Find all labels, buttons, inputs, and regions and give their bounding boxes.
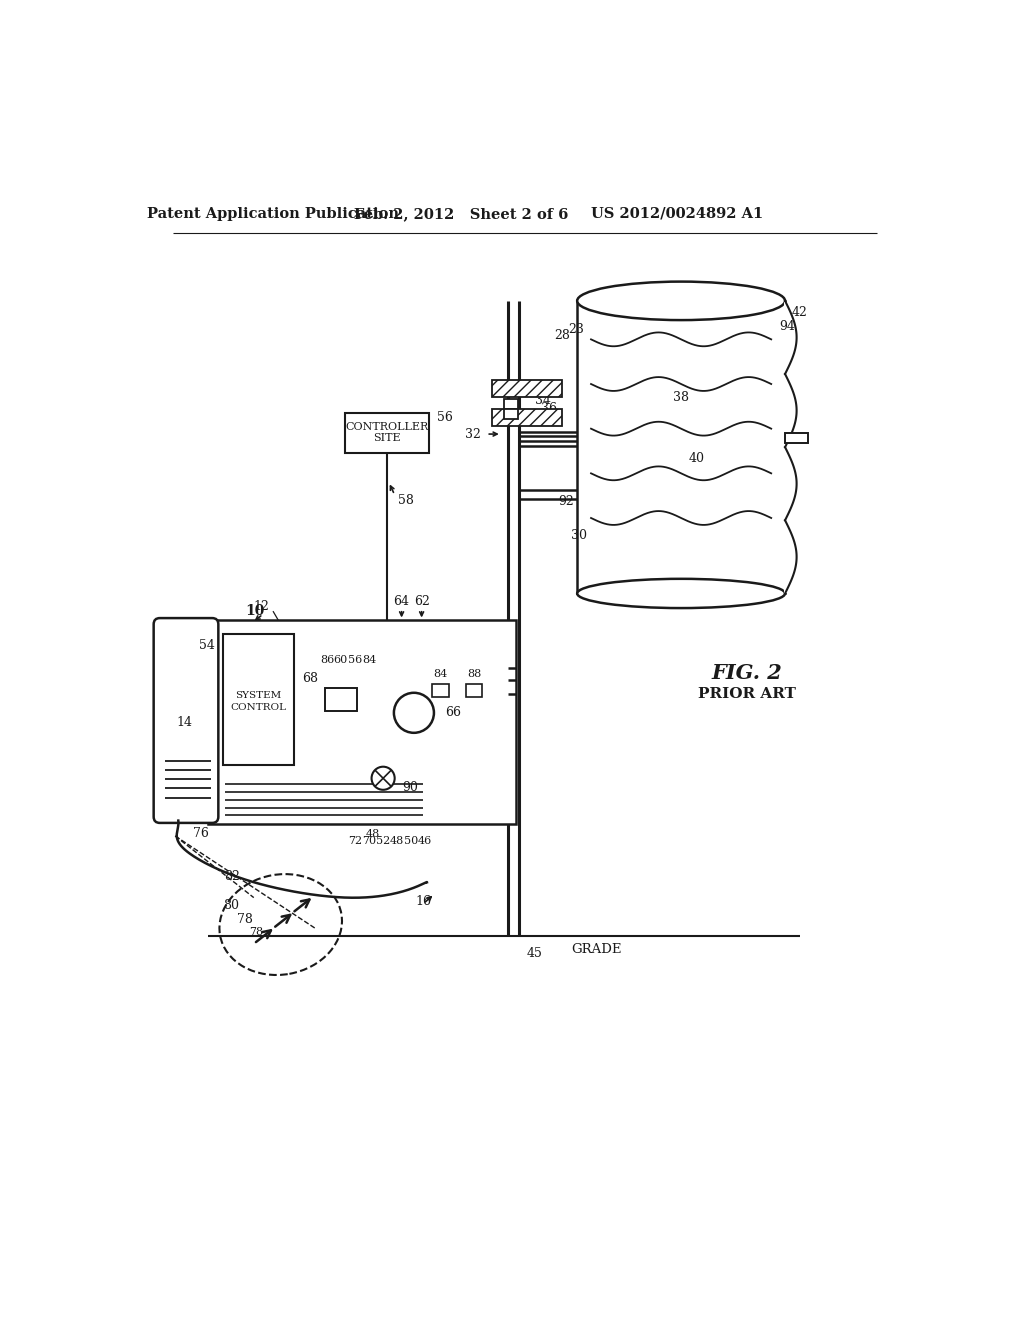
Text: 76: 76 [194,828,209,841]
Text: 46: 46 [418,837,432,846]
Text: 90: 90 [402,781,418,795]
Text: 38: 38 [673,391,689,404]
Text: SITE: SITE [373,433,400,444]
Text: 42: 42 [792,306,807,319]
Text: 88: 88 [467,669,481,680]
Circle shape [372,767,394,789]
Text: CONTROLLER: CONTROLLER [345,422,429,432]
Text: 78: 78 [249,927,263,937]
Bar [466,684,482,697]
Ellipse shape [578,578,785,609]
Bar [345,413,429,453]
Bar [578,301,785,594]
Text: Patent Application Publication: Patent Application Publication [147,207,399,220]
Text: CONTROL: CONTROL [230,704,287,711]
Bar [783,302,786,593]
Bar [493,409,562,425]
Text: 66: 66 [445,706,462,719]
Bar [493,380,562,397]
Text: 92: 92 [558,495,573,508]
Text: 60: 60 [334,656,348,665]
Text: 84: 84 [362,656,377,665]
Text: 68: 68 [302,672,317,685]
Bar [325,688,357,711]
Text: 28: 28 [554,329,570,342]
Text: 23: 23 [568,323,584,335]
Text: 70: 70 [362,837,377,846]
Text: 94: 94 [779,319,795,333]
Text: SYSTEM: SYSTEM [236,692,282,701]
Text: 48: 48 [390,837,404,846]
Circle shape [394,693,434,733]
Text: 36: 36 [541,403,557,416]
Text: 40: 40 [689,453,705,465]
Text: 14: 14 [176,715,193,729]
Bar [504,399,518,409]
Text: 82: 82 [224,870,241,883]
Text: 64: 64 [393,595,410,609]
Bar [208,620,515,825]
Text: 56: 56 [348,656,362,665]
Text: 52: 52 [376,837,390,846]
Text: 30: 30 [571,529,587,543]
Bar [432,684,450,697]
Text: 32: 32 [465,428,481,441]
Text: 72: 72 [348,837,362,846]
FancyBboxPatch shape [154,618,218,822]
Text: 86: 86 [319,656,334,665]
Text: 44: 44 [521,383,538,396]
Text: 54: 54 [200,639,215,652]
Bar [223,635,294,766]
Text: 45: 45 [527,946,543,960]
Text: GRADE: GRADE [571,944,622,957]
Text: Feb. 2, 2012   Sheet 2 of 6: Feb. 2, 2012 Sheet 2 of 6 [354,207,569,220]
Text: 62: 62 [414,595,429,609]
Bar [785,433,808,444]
Text: FIG. 2: FIG. 2 [712,663,782,682]
Text: US 2012/0024892 A1: US 2012/0024892 A1 [591,207,763,220]
Text: 16: 16 [416,895,431,908]
Text: 58: 58 [397,494,414,507]
Text: 10: 10 [246,605,265,618]
Bar [504,409,518,420]
Text: 78: 78 [237,912,253,925]
Text: 34: 34 [535,395,551,408]
Text: PRIOR ART: PRIOR ART [697,686,796,701]
Text: 12: 12 [254,601,269,612]
Text: 80: 80 [222,899,239,912]
Ellipse shape [578,281,785,321]
Text: 84: 84 [434,669,447,680]
Text: 48: 48 [366,829,380,838]
Text: 56: 56 [437,411,453,424]
Text: 50: 50 [403,837,418,846]
